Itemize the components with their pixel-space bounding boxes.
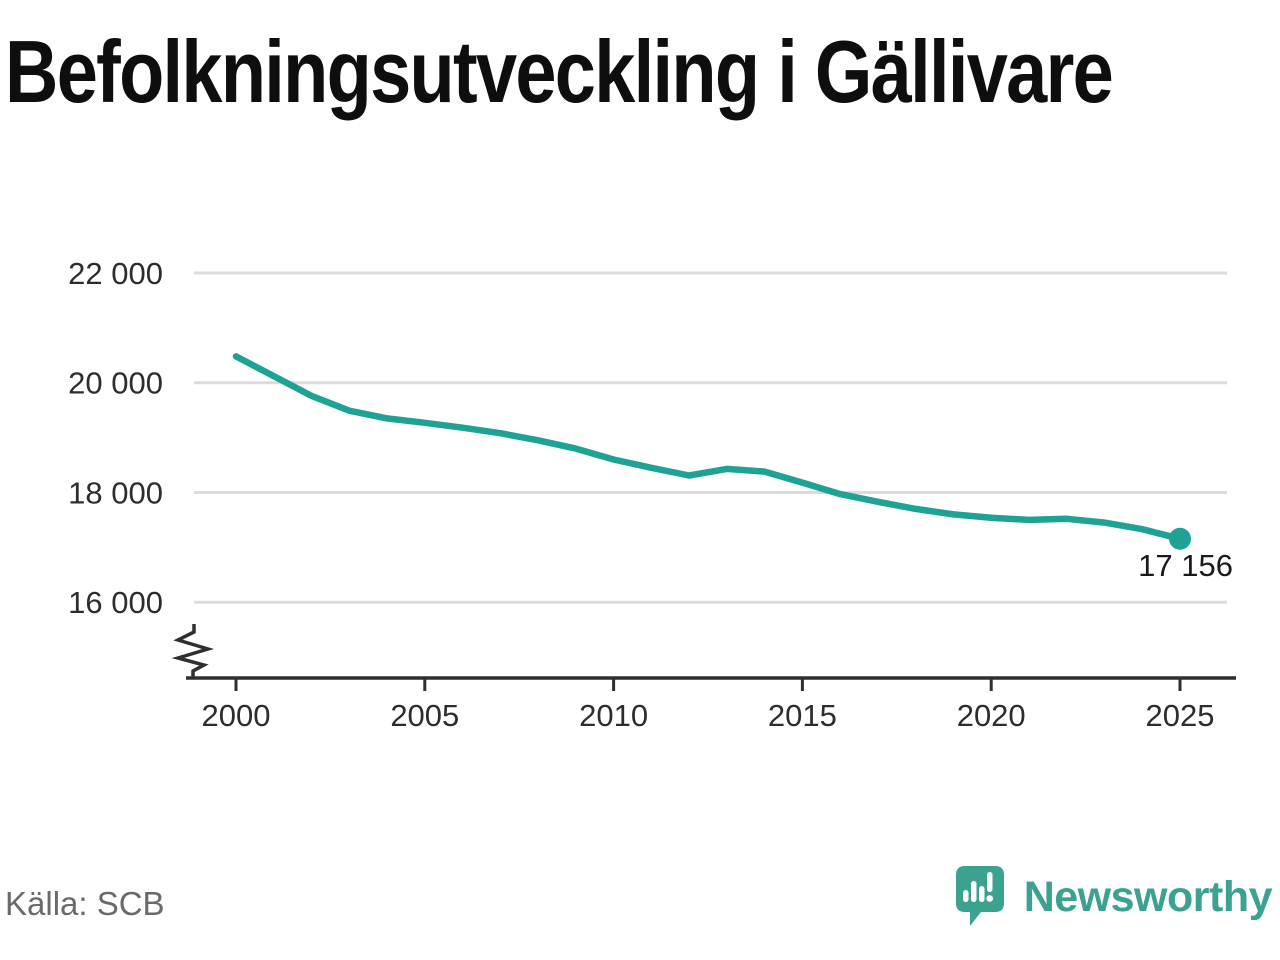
y-axis-labels: 22 000 20 000 18 000 16 000 <box>68 256 163 620</box>
x-tick-label: 2025 <box>1146 698 1215 733</box>
brand-lockup: Newsworthy <box>954 862 1273 932</box>
x-tick-label: 2000 <box>202 698 271 733</box>
x-tick-label: 2005 <box>390 698 459 733</box>
chart-title: Befolkningsutveckling i Gällivare <box>5 22 1114 121</box>
y-tick-label: 20 000 <box>68 366 163 401</box>
latest-value-label: 17 156 <box>1138 548 1233 583</box>
x-tick-label: 2010 <box>579 698 648 733</box>
latest-value-dot <box>1169 527 1191 550</box>
x-axis <box>186 676 1236 691</box>
y-tick-label: 22 000 <box>68 256 163 291</box>
population-line-series <box>232 353 1184 543</box>
newsworthy-logo-icon <box>955 866 1004 926</box>
gridlines <box>194 271 1227 604</box>
brand-name: Newsworthy <box>1023 873 1273 921</box>
source-note: Källa: SCB <box>5 885 165 922</box>
y-axis-break-zigzag <box>171 624 215 678</box>
x-tick-label: 2020 <box>957 698 1026 733</box>
y-tick-label: 16 000 <box>68 585 163 620</box>
x-axis-labels: 2000 2005 2010 2015 2020 2025 <box>202 698 1215 733</box>
x-tick-label: 2015 <box>768 698 837 733</box>
population-line-chart: 22 000 20 000 18 000 16 000 2000 2005 2010 201… <box>68 256 1236 733</box>
y-tick-label: 18 000 <box>68 475 163 510</box>
